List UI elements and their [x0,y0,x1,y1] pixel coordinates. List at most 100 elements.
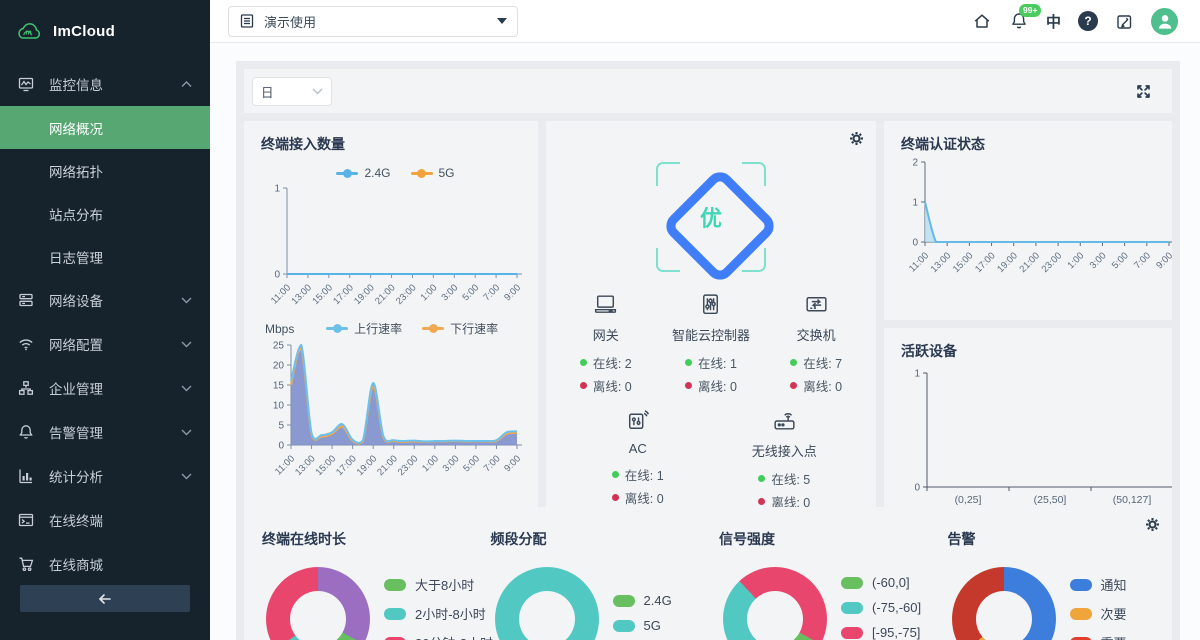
period-select[interactable]: 日 [252,76,332,106]
legend-item[interactable]: 5G [612,618,672,633]
panels-row: 终端接入数量 2.4G 5G 0 1 11:00 13:00 15:00 17:00 19:0… [244,121,1172,513]
org-selector[interactable]: 演示使用 [228,5,518,37]
device-offline-count: 离线: 0 [579,376,632,395]
legend-item[interactable]: 重要 [1069,633,1127,640]
board-header: 日 [244,69,1172,113]
panel-title-auth-status: 终端认证状态 [901,136,985,152]
stats-icon [19,469,32,484]
legend-item[interactable]: (-60,0] [841,575,921,590]
sidebar-collapse-button[interactable] [20,585,190,612]
legend-item[interactable]: 5G [410,166,455,180]
device-status-row-2: AC 在线: 1 离线: 0 无线接入点 在线: 5 离线: 0 [546,407,876,511]
monitor-icon [18,76,34,92]
sidebar-item-statistics[interactable]: 统计分析 [0,454,210,498]
sidebar-item-monitoring[interactable]: 监控信息 [0,62,210,106]
switch-icon [803,291,830,318]
terminal-icon [18,513,34,527]
device-online-count: 在线: 1 [685,353,737,372]
legend-swatch [841,576,863,589]
legend-item[interactable]: 大于8小时 [384,575,493,594]
svg-text:20: 20 [273,361,285,372]
svg-text:1:00: 1:00 [1066,250,1087,271]
svg-text:19:00: 19:00 [352,282,377,307]
svg-text:3:00: 3:00 [441,453,462,474]
wifi-icon [19,339,33,351]
sidebar-item-online-mall[interactable]: 在线商城 [0,542,210,586]
device-online-count: 在线: 2 [579,353,632,372]
svg-text:5: 5 [278,421,284,432]
legend-item[interactable]: 上行速率 [326,320,402,337]
sidebar-item-alarm-mgmt[interactable]: 告警管理 [0,410,210,454]
sidebar-item-online-terminals[interactable]: 在线终端 [0,498,210,542]
user-avatar[interactable] [1151,7,1178,35]
language-toggle[interactable]: 中 [1045,13,1061,31]
chevron-down-icon [181,429,192,435]
legend-swatch [384,578,406,591]
chevron-down-icon [181,473,192,479]
svg-text:3:00: 3:00 [1088,250,1109,271]
legend-item[interactable]: 下行速率 [422,320,498,337]
sidebar-item-network-config[interactable]: 网络配置 [0,322,210,366]
sidebar-item-network-devices[interactable]: 网络设备 [0,278,210,322]
monitor-icon [18,77,34,92]
org-list-icon [239,13,255,29]
legend-item[interactable]: 2.4G [612,593,672,608]
legend-item[interactable]: 2小时-8小时 [384,604,493,623]
svg-text:15:00: 15:00 [310,282,335,307]
sidebar-subitem-1[interactable]: 网络拓扑 [49,164,103,180]
help-button[interactable]: ? [1078,11,1098,31]
offline-dot [579,382,587,389]
logo[interactable]: m ImCloud [0,0,210,62]
fullscreen-button[interactable] [1135,83,1152,100]
feedback-button[interactable] [1115,12,1134,31]
logo-cloud-icon: m [18,23,41,39]
svg-text:15:00: 15:00 [314,453,339,478]
home-button[interactable] [972,11,992,31]
notifications-button[interactable]: 99+ [1009,4,1042,31]
logo-text: ImCloud [53,22,116,40]
donut-group-online-duration: 终端在线时长 大于8小时 2小时-8小时 30分钟-2小时 [252,521,493,640]
legend-item[interactable]: 次要 [1069,604,1127,623]
sidebar-subitem-3[interactable]: 日志管理 [49,250,103,266]
donut-group-alarms: 告警 通知次要重要 [938,521,1167,640]
controller-icon [697,291,724,318]
offline-dot [611,494,619,501]
legend-swatch [1069,578,1092,591]
cart-icon [19,557,34,572]
device-stat-3: AC 在线: 1 离线: 0 [575,407,701,511]
notification-badge: 99+ [1018,4,1042,17]
panel-network-health: 优 网关 在线: 2 离线: 0 智能云控制器 在线: 1 离线: 0 交换机 在线: 7 离线… [546,121,876,513]
legend-item[interactable]: (-75,-60] [841,600,921,615]
donut-title: 频段分配 [490,531,547,547]
device-online-count: 在线: 5 [758,469,810,488]
online-dot [685,359,693,366]
sidebar-subitem-0[interactable]: 网络概况 [0,106,210,149]
panel-title-terminal-access: 终端接入数量 [261,136,345,152]
legend-swatch [612,594,635,607]
legend-item[interactable]: [-95,-75] [841,625,921,640]
settings-gear-icon[interactable] [1145,517,1160,532]
settings-gear-icon[interactable] [849,131,864,146]
sidebar-item-enterprise[interactable]: 企业管理 [0,366,210,410]
legend-swatch [841,626,863,639]
svg-text:23:00: 23:00 [1040,250,1065,275]
legend-marker [422,324,445,333]
sidebar-subitem-2[interactable]: 站点分布 [49,207,103,223]
edit-icon [1117,14,1132,29]
svg-text:13:00: 13:00 [289,282,314,307]
svg-text:17:00: 17:00 [334,453,359,478]
legend-item[interactable]: 2.4G [336,166,391,180]
legend-item[interactable]: 通知 [1069,575,1127,594]
arrow-left-icon [99,593,111,604]
device-online-count: 在线: 7 [790,353,842,372]
active-devices-chart: 0 1 (0,25] (25,50] (50,127] [901,361,1172,513]
terminal-access-legend: 2.4G 5G [261,166,530,180]
home-icon [974,14,990,28]
donut-hole [975,591,1032,640]
topbar: 演示使用 99+ 中 ? [210,0,1200,43]
svg-text:1: 1 [914,369,920,380]
svg-text:23:00: 23:00 [396,453,421,478]
legend-item[interactable]: 30分钟-2小时 [384,633,493,640]
panel-active-devices: 活跃设备 0 1 (0,25] (25,50] (50,127] [884,328,1172,513]
device-name: 无线接入点 [751,444,817,459]
